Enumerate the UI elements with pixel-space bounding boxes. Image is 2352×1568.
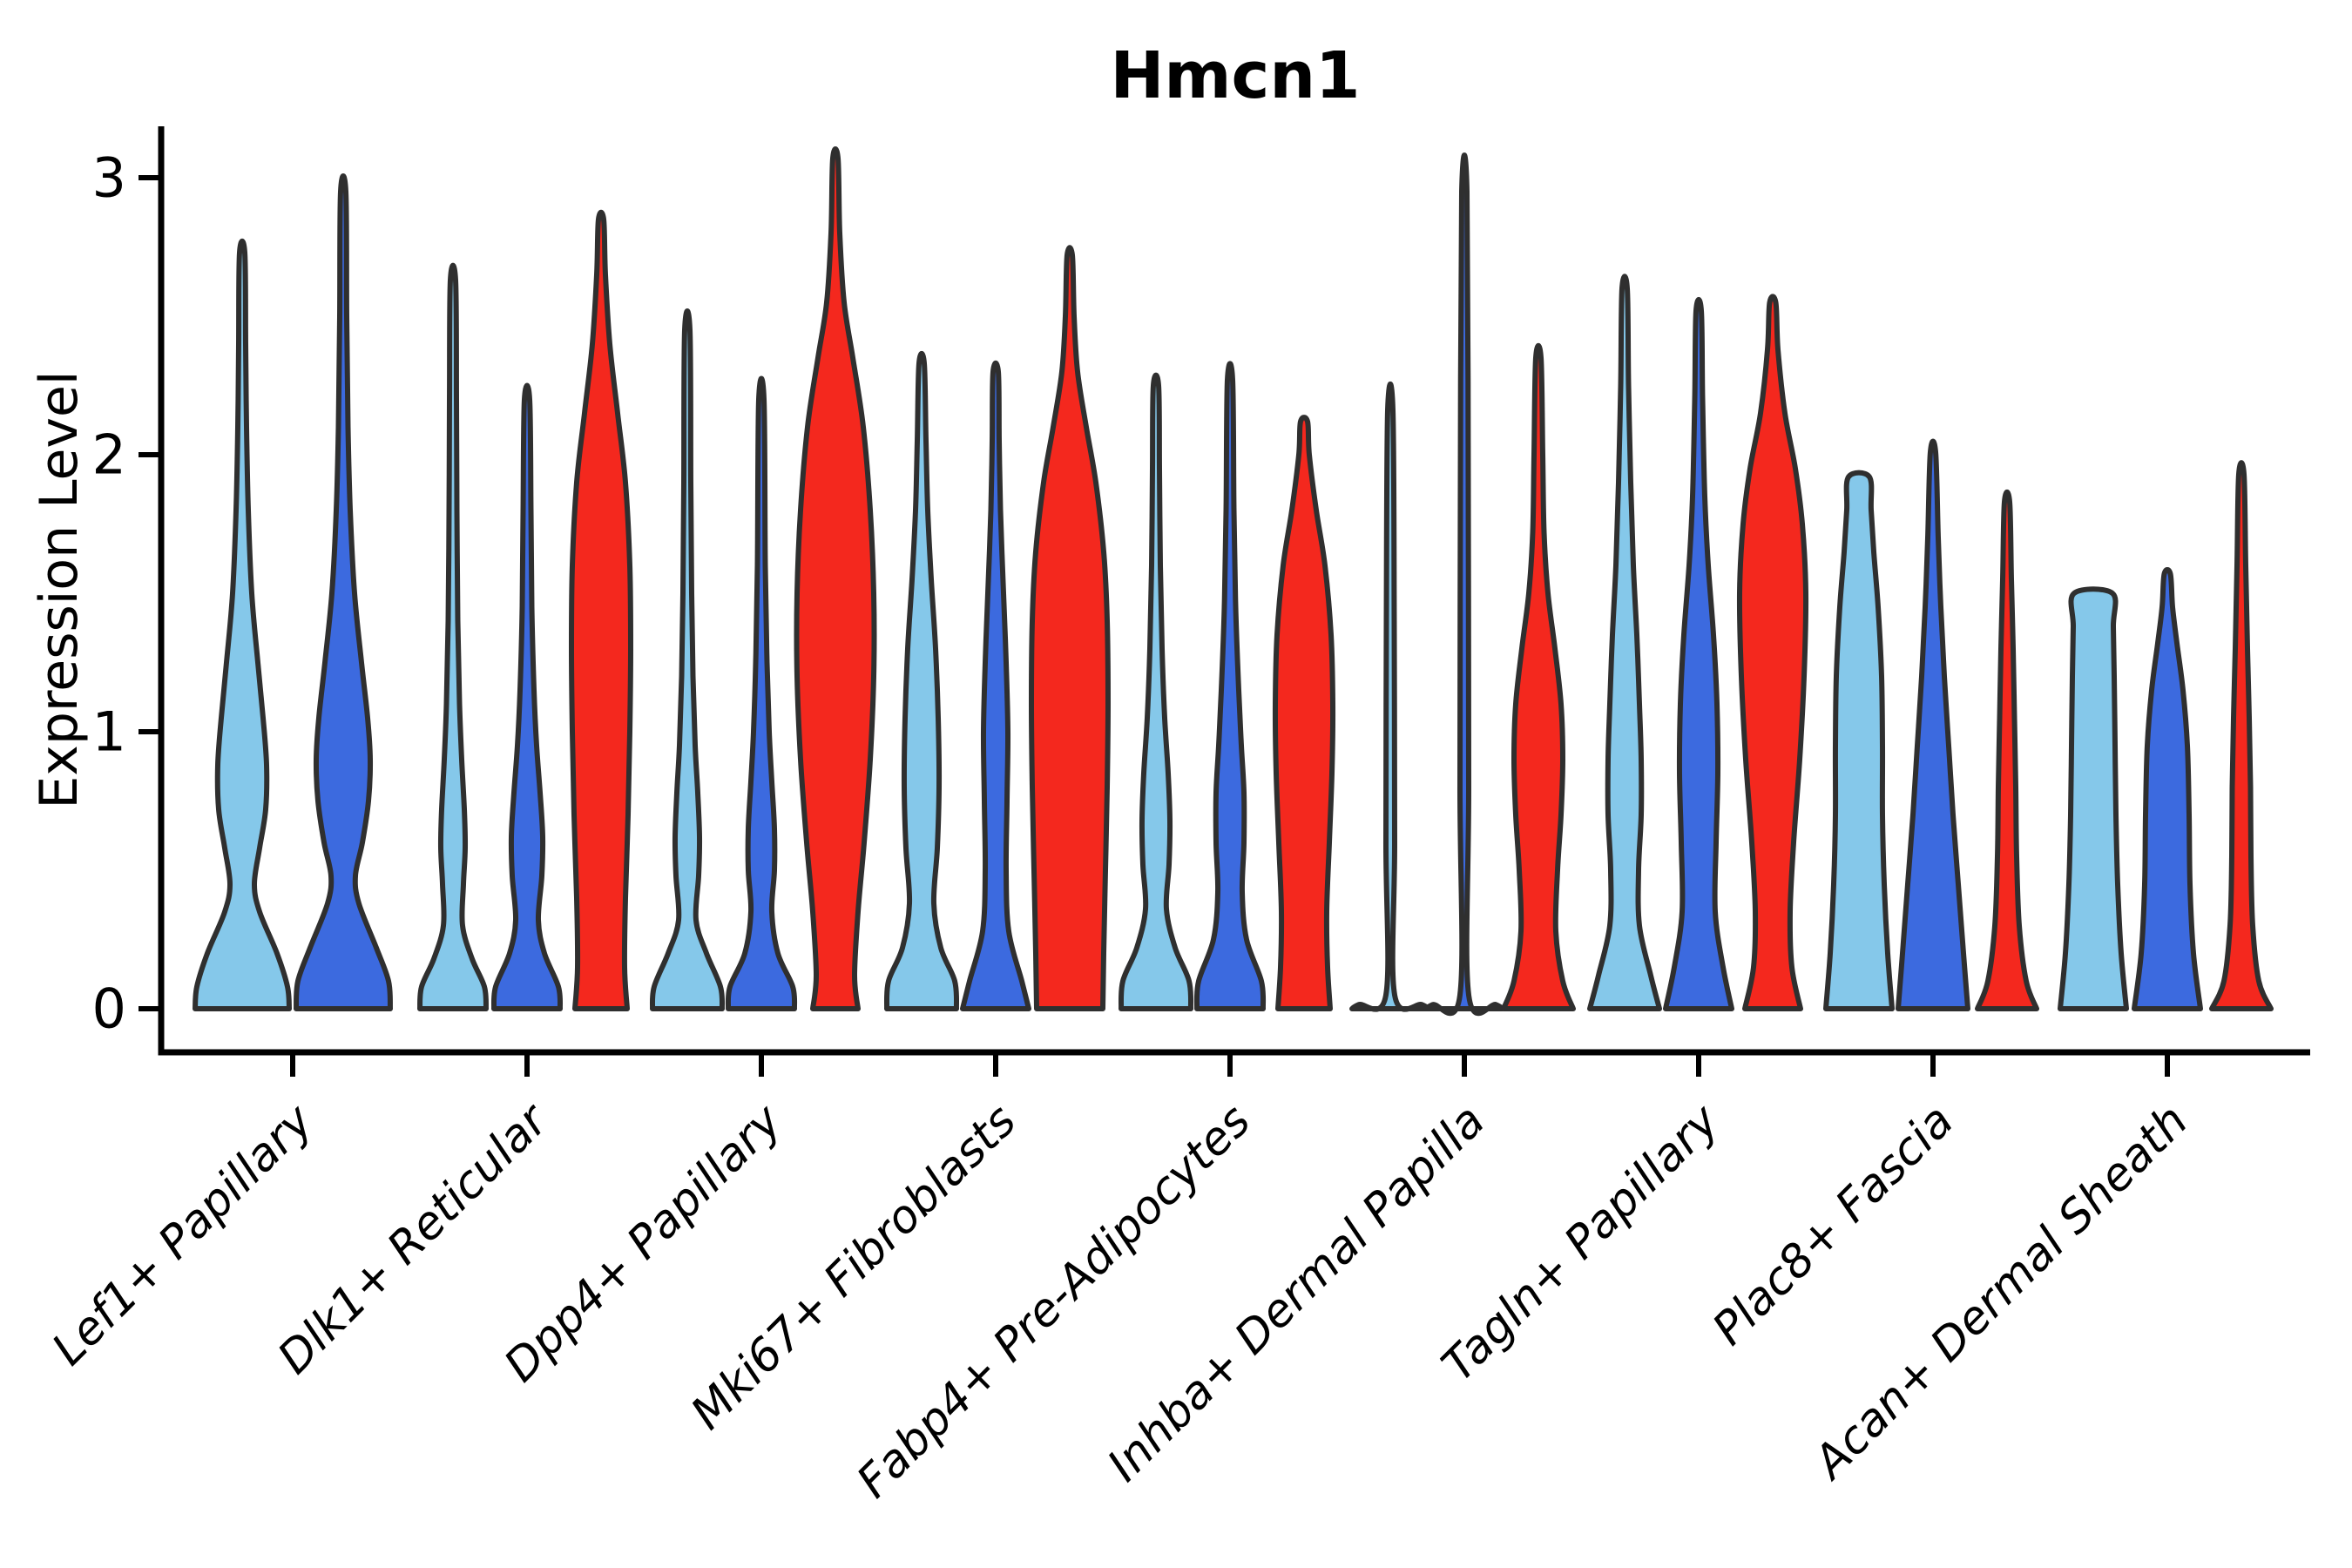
- violin-dlk1-reticular-royalblue: [490, 382, 564, 1011]
- violin-tagln-papillary-skyblue: [1587, 274, 1662, 1011]
- violin-fabp4-pre-adipocytes-red: [1272, 415, 1336, 1011]
- violin-plac8-fascia-royalblue: [1896, 438, 1970, 1011]
- violin-dlk1-reticular-skyblue: [417, 262, 489, 1011]
- violin-inhba-dermal-papilla-royalblue: [1423, 152, 1505, 1017]
- violin-dpp4-papillary-royalblue: [725, 375, 798, 1011]
- violin-acan-dermal-sheath-skyblue: [2058, 586, 2129, 1011]
- violin-dpp4-papillary-red: [794, 145, 877, 1011]
- y-tick-label: 3: [92, 146, 126, 210]
- violin-plac8-fascia-red: [1975, 489, 2039, 1011]
- y-tick-label: 2: [92, 423, 126, 487]
- violin-tagln-papillary-royalblue: [1663, 296, 1734, 1011]
- chart-title: Hmcn1: [1110, 38, 1360, 113]
- x-category-label: Acan+ Dermal Sheath: [1802, 1095, 2198, 1490]
- y-tick-label: 1: [92, 700, 126, 764]
- x-category-label: Plac8+ Fascia: [1703, 1095, 1963, 1355]
- violin-acan-dermal-sheath-red: [2209, 460, 2274, 1011]
- violin-mki67-fibroblasts-skyblue: [883, 350, 960, 1011]
- violins-layer: [193, 145, 2274, 1017]
- axis-spines: [158, 126, 2310, 1056]
- violin-lef1-papillary-skyblue: [193, 238, 292, 1011]
- violin-fabp4-pre-adipocytes-royalblue: [1193, 361, 1267, 1011]
- violin-mki67-fibroblasts-royalblue: [960, 360, 1031, 1011]
- violin-lef1-papillary-royalblue: [294, 172, 393, 1011]
- x-category-label: Fabp4+ Pre-Adipocytes: [848, 1095, 1261, 1509]
- y-axis-ticks: 0 1 2 3: [92, 146, 161, 1041]
- violin-acan-dermal-sheath-royalblue: [2132, 567, 2203, 1011]
- axes-layer: [158, 126, 2310, 1056]
- violin-mki67-fibroblasts-red: [1029, 245, 1111, 1011]
- x-category-label: Inhba+ Dermal Papilla: [1098, 1095, 1495, 1492]
- violin-plac8-fascia-skyblue: [1823, 470, 1895, 1011]
- y-axis-title: Expression Level: [29, 370, 90, 808]
- violin-fabp4-pre-adipocytes-skyblue: [1118, 372, 1194, 1011]
- violin-tagln-papillary-red: [1736, 294, 1809, 1011]
- y-tick-label: 0: [92, 977, 126, 1041]
- violin-inhba-dermal-papilla-skyblue: [1349, 381, 1431, 1012]
- violin-inhba-dermal-papilla-red: [1501, 342, 1576, 1011]
- violin-dpp4-papillary-skyblue: [649, 308, 726, 1011]
- violin-dlk1-reticular-red: [569, 209, 633, 1011]
